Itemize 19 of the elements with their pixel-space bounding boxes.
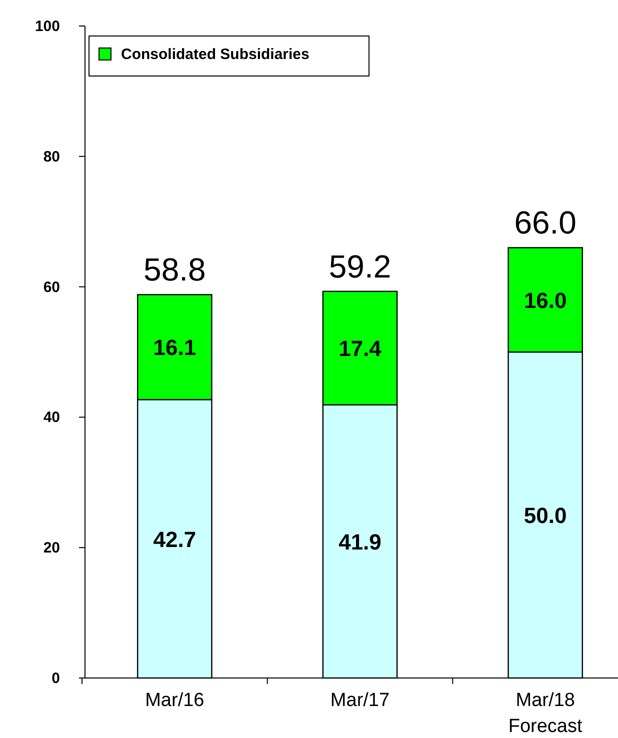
x-tick-label: Mar/16 (145, 690, 204, 711)
total-label: 58.8 (144, 252, 206, 288)
legend-label: Consolidated Subsidiaries (121, 46, 310, 63)
data-label: 41.9 (338, 529, 382, 554)
y-tick-label: 80 (43, 148, 60, 166)
x-tick-label: Mar/17 (330, 690, 390, 711)
y-tick-label: 60 (43, 278, 60, 296)
y-tick-label: 0 (52, 670, 60, 687)
data-label: 16.1 (153, 335, 196, 360)
total-label: 66.0 (514, 204, 576, 241)
x-tick-label: Mar/18 Forecast (508, 690, 584, 737)
y-tick-label: 20 (43, 540, 60, 557)
data-label: 42.7 (153, 526, 196, 552)
y-tick-label: 100 (34, 18, 60, 35)
data-label: 17.4 (338, 336, 382, 362)
total-label: 59.2 (328, 248, 392, 284)
y-tick-label: 40 (43, 409, 60, 426)
data-label: 16.0 (524, 288, 567, 313)
data-label: 50.0 (524, 503, 567, 528)
